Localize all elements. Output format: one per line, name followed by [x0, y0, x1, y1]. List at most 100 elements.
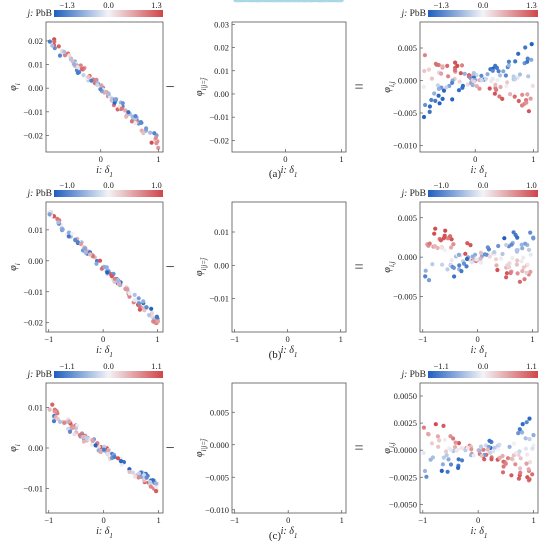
data-point [144, 475, 149, 480]
data-point [72, 62, 77, 67]
data-point [250, 0, 255, 3]
colorbar-label: j: PbB [25, 370, 52, 380]
data-point [457, 263, 462, 268]
data-point [527, 416, 532, 421]
x-tick-label: 1 [531, 154, 535, 164]
x-tick-label: 1 [155, 334, 159, 344]
data-point [102, 264, 107, 270]
data-point [439, 245, 444, 250]
data-point [292, 0, 297, 3]
data-point [265, 0, 270, 3]
data-point [109, 274, 114, 279]
data-point [441, 423, 446, 428]
y-tick-label: 0.000 [398, 76, 417, 86]
data-point [513, 462, 518, 467]
data-point [483, 76, 488, 82]
scatter-points [47, 210, 161, 326]
data-point [66, 230, 72, 235]
data-point [82, 246, 88, 251]
data-point [505, 263, 510, 268]
data-point [439, 71, 444, 76]
data-point [429, 76, 434, 81]
data-point [47, 212, 52, 217]
y-tick-label: 0.01 [214, 66, 229, 76]
data-point [79, 67, 85, 72]
data-point [141, 130, 146, 136]
x-tick-label: −1 [418, 334, 427, 344]
data-point [423, 274, 428, 279]
data-point [525, 452, 530, 457]
data-point [493, 63, 498, 68]
data-point [523, 436, 528, 441]
data-point [115, 278, 120, 284]
y-tick-label: −0.02 [209, 135, 229, 145]
data-point [119, 462, 124, 467]
data-point [494, 87, 499, 92]
data-point [520, 92, 525, 97]
data-point [438, 238, 443, 243]
y-tick-label: 0.0050 [394, 391, 417, 401]
data-point [81, 439, 86, 444]
caption-b: (b) [269, 349, 282, 361]
data-point [448, 447, 453, 452]
caption-c: (c) [269, 530, 282, 542]
data-point [529, 57, 534, 62]
data-point [72, 432, 77, 437]
data-point [436, 86, 441, 91]
y-tick-label: −0.01 [209, 294, 229, 304]
colorbar-tick-label: 1.3 [526, 0, 537, 10]
data-point [514, 451, 519, 456]
y-tick-label: 0.0025 [394, 418, 417, 428]
plot-frame [419, 21, 539, 153]
axis-label-x: i: δ1 [281, 165, 298, 179]
x-tick-label: −1 [230, 334, 239, 344]
data-point [458, 71, 463, 76]
data-point [424, 474, 429, 479]
data-point [71, 425, 76, 430]
data-point [453, 445, 458, 450]
data-point [452, 274, 457, 279]
data-point [524, 100, 529, 105]
x-tick-label: 0 [99, 154, 103, 164]
data-point [501, 69, 506, 74]
data-point [152, 131, 157, 136]
data-point [154, 141, 159, 146]
data-point [523, 45, 528, 50]
data-point [280, 0, 285, 3]
y-tick-label: 0.02 [214, 43, 229, 53]
data-point [439, 468, 444, 473]
y-tick-label: −0.0025 [389, 472, 417, 482]
data-point [148, 484, 153, 489]
data-point [112, 100, 117, 105]
data-point [273, 0, 278, 3]
data-point [502, 236, 507, 241]
data-point [506, 63, 511, 68]
y-tick-label: 0.005 [398, 43, 417, 53]
data-point [114, 97, 119, 102]
x-tick-label: −1 [230, 515, 239, 525]
data-point [441, 88, 447, 93]
data-point [127, 291, 132, 296]
data-point [423, 268, 428, 273]
data-point [465, 445, 470, 450]
colorbar-tick-label: −1.0 [59, 180, 74, 190]
colorbar: j: PbB −1.1 0.0 1.1 [399, 361, 538, 380]
colorbar-tick-label: 1.0 [526, 180, 537, 190]
data-point [515, 258, 520, 263]
data-point [448, 462, 454, 467]
data-point [421, 114, 427, 120]
data-point [485, 447, 490, 452]
data-point [120, 101, 125, 106]
data-point [442, 437, 447, 442]
data-point [511, 74, 516, 79]
data-point [459, 458, 465, 463]
data-point [132, 297, 137, 303]
data-point [421, 84, 426, 90]
axis-label-y: φi|j=j̄ [194, 77, 208, 96]
x-tick-label: 0 [286, 515, 290, 525]
colorbar: j: PbB −1.1 0.0 1.1 [25, 361, 163, 380]
axis-label-y: φi,j [382, 442, 396, 453]
y-tick-label: 0.00 [214, 89, 229, 99]
data-point [338, 0, 343, 3]
